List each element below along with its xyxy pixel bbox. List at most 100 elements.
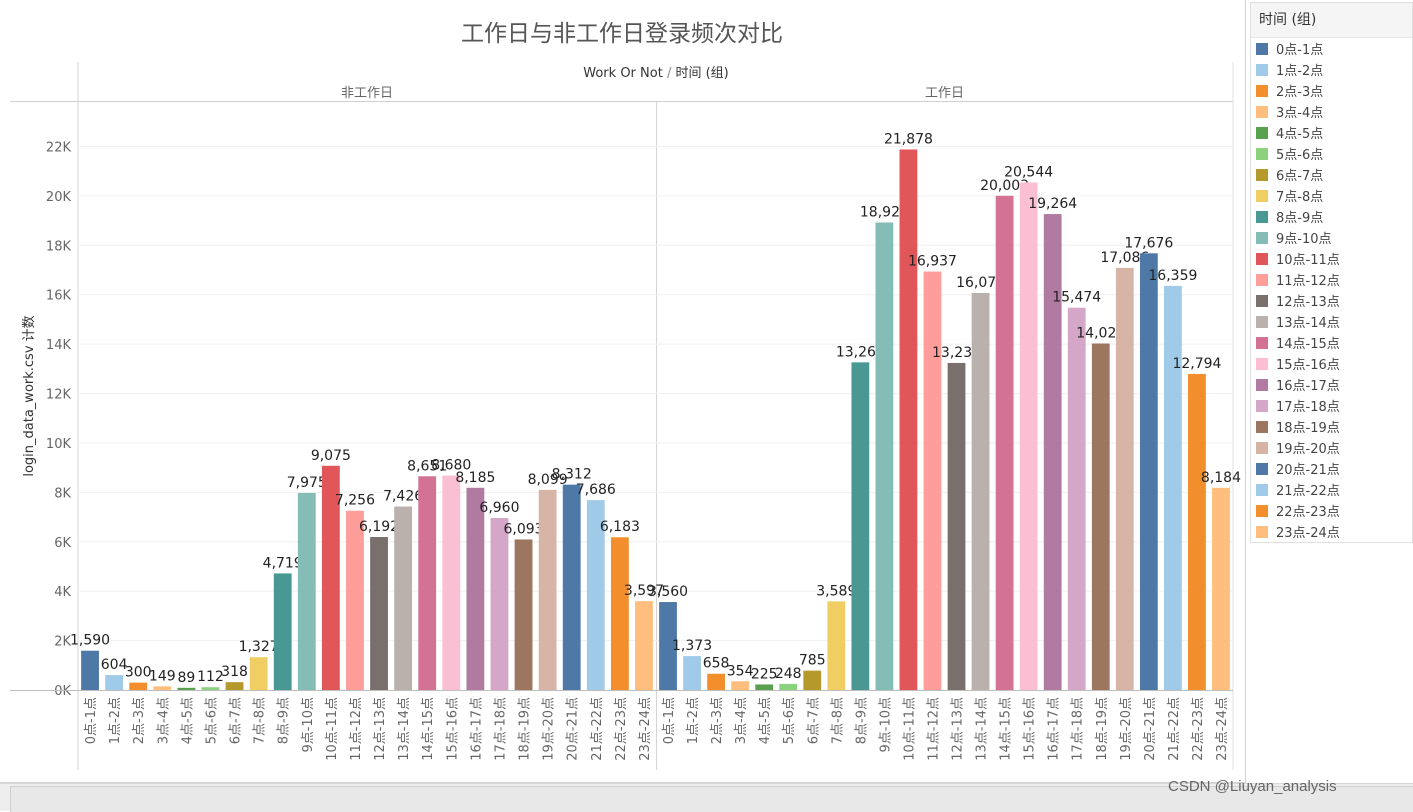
y-tick-label: 22K	[46, 140, 72, 155]
legend-swatch	[1256, 105, 1268, 118]
legend-label: 3点-4点	[1276, 106, 1324, 121]
legend-swatch	[1256, 378, 1268, 391]
bar	[610, 537, 629, 690]
data-label: 13,262	[836, 344, 885, 360]
x-tick-label: 1点-2点	[686, 697, 701, 744]
y-tick-label: 6K	[54, 536, 71, 551]
legend-swatch	[1256, 315, 1268, 328]
legend-label: 7点-8点	[1276, 190, 1324, 205]
y-tick-label: 8K	[54, 486, 71, 501]
legend-item[interactable]: 12点-13点	[1251, 290, 1412, 311]
legend-swatch	[1256, 273, 1268, 286]
data-label: 6,093	[503, 521, 543, 537]
legend-label: 4点-5点	[1276, 127, 1324, 142]
legend-label: 9点-10点	[1276, 232, 1332, 247]
legend-item[interactable]: 2点-3点	[1251, 80, 1412, 101]
x-tick-label: 6点-7点	[806, 697, 821, 744]
x-tick-label: 18点-19点	[1095, 697, 1110, 761]
legend-item[interactable]: 18点-19点	[1251, 416, 1412, 437]
legend-item[interactable]: 13点-14点	[1251, 311, 1412, 332]
legend-item[interactable]: 9点-10点	[1251, 227, 1412, 248]
data-label: 8,680	[431, 458, 471, 474]
bar	[659, 602, 677, 690]
x-tick-label: 20点-21点	[1143, 697, 1158, 761]
legend-label: 19点-20点	[1276, 442, 1340, 457]
bar	[1115, 267, 1134, 690]
x-tick-label: 13点-14点	[975, 697, 990, 761]
legend-item[interactable]: 3点-4点	[1251, 101, 1412, 122]
chart-title: 工作日与非工作日登录频次对比	[461, 21, 783, 47]
bar	[923, 271, 942, 690]
bar	[105, 675, 124, 690]
legend-label: 15点-16点	[1276, 358, 1340, 373]
bar	[225, 682, 244, 690]
legend-item[interactable]: 6点-7点	[1251, 164, 1412, 185]
legend-item[interactable]: 8点-9点	[1251, 206, 1412, 227]
color-legend[interactable]: 时间 (组) 0点-1点 1点-2点 2点-3点 3点-4点 4点-5点 5点-6点 6点-…	[1250, 2, 1413, 543]
legend-item[interactable]: 10点-11点	[1251, 248, 1412, 269]
bar	[851, 362, 870, 690]
bar	[394, 506, 413, 690]
x-tick-label: 18点-19点	[518, 697, 533, 761]
bar	[514, 539, 533, 690]
data-label: 7,686	[576, 482, 616, 498]
legend-item[interactable]: 4点-5点	[1251, 122, 1412, 143]
legend-item[interactable]: 23点-24点	[1251, 521, 1412, 542]
x-tick-label: 3点-4点	[734, 697, 749, 744]
legend-label: 12点-13点	[1276, 295, 1340, 310]
x-tick-label: 22点-23点	[1191, 697, 1206, 761]
bar	[1139, 253, 1158, 690]
x-tick-label: 4点-5点	[758, 697, 773, 744]
x-tick-label: 2点-3点	[132, 697, 147, 744]
x-tick-label: 15点-16点	[445, 697, 460, 761]
legend-swatch	[1256, 189, 1268, 202]
bar	[995, 195, 1014, 691]
legend-item[interactable]: 21点-22点	[1251, 479, 1412, 500]
x-tick-label: 9点-10点	[878, 697, 893, 753]
data-label: 18,924	[860, 204, 909, 220]
legend-item[interactable]: 16点-17点	[1251, 374, 1412, 395]
bar	[947, 362, 966, 690]
legend-label: 2点-3点	[1276, 85, 1324, 100]
legend-item[interactable]: 19点-20点	[1251, 437, 1412, 458]
legend-item[interactable]: 1点-2点	[1251, 59, 1412, 80]
x-tick-label: 20点-21点	[566, 697, 581, 761]
legend-swatch	[1256, 525, 1268, 538]
data-label: 20,544	[1004, 164, 1053, 180]
legend-item[interactable]: 0点-1点	[1251, 38, 1412, 59]
legend-item[interactable]: 7点-8点	[1251, 185, 1412, 206]
sheet-tab-strip[interactable]	[10, 786, 1413, 812]
bar	[538, 489, 557, 690]
legend-item[interactable]: 15点-16点	[1251, 353, 1412, 374]
x-tick-label: 16点-17点	[469, 697, 484, 761]
bar	[321, 465, 340, 690]
data-label: 16,359	[1148, 268, 1197, 284]
legend-swatch	[1256, 63, 1268, 76]
legend-item[interactable]: 11点-12点	[1251, 269, 1412, 290]
y-axis-label: login_data_work.csv 计数	[22, 315, 37, 476]
x-tick-label: 12点-13点	[373, 697, 388, 761]
y-tick-label: 14K	[46, 338, 72, 353]
x-tick-label: 7点-8点	[830, 697, 845, 744]
legend-swatch	[1256, 420, 1268, 433]
data-label: 1,327	[239, 639, 279, 655]
legend-item[interactable]: 22点-23点	[1251, 500, 1412, 521]
legend-label: 11点-12点	[1276, 274, 1340, 289]
data-label: 14,026	[1076, 325, 1125, 341]
legend-item[interactable]: 20点-21点	[1251, 458, 1412, 479]
bar	[1212, 487, 1230, 690]
legend-item[interactable]: 5点-6点	[1251, 143, 1412, 164]
bar	[635, 601, 653, 690]
bar	[442, 475, 461, 690]
x-tick-label: 8点-9点	[277, 697, 292, 744]
legend-item[interactable]: 14点-15点	[1251, 332, 1412, 353]
data-label: 16,937	[908, 254, 957, 270]
data-label: 15,474	[1052, 290, 1101, 306]
x-tick-label: 3点-4点	[156, 697, 171, 744]
legend-swatch	[1256, 42, 1268, 55]
data-label: 89	[177, 670, 195, 686]
legend-item[interactable]: 17点-18点	[1251, 395, 1412, 416]
bar	[1043, 214, 1062, 690]
bar-chart[interactable]: 工作日与非工作日登录频次对比 Work Or Not / 时间 (组) 0K 2K 4K…	[0, 0, 1245, 782]
data-label: 21,878	[884, 131, 933, 147]
